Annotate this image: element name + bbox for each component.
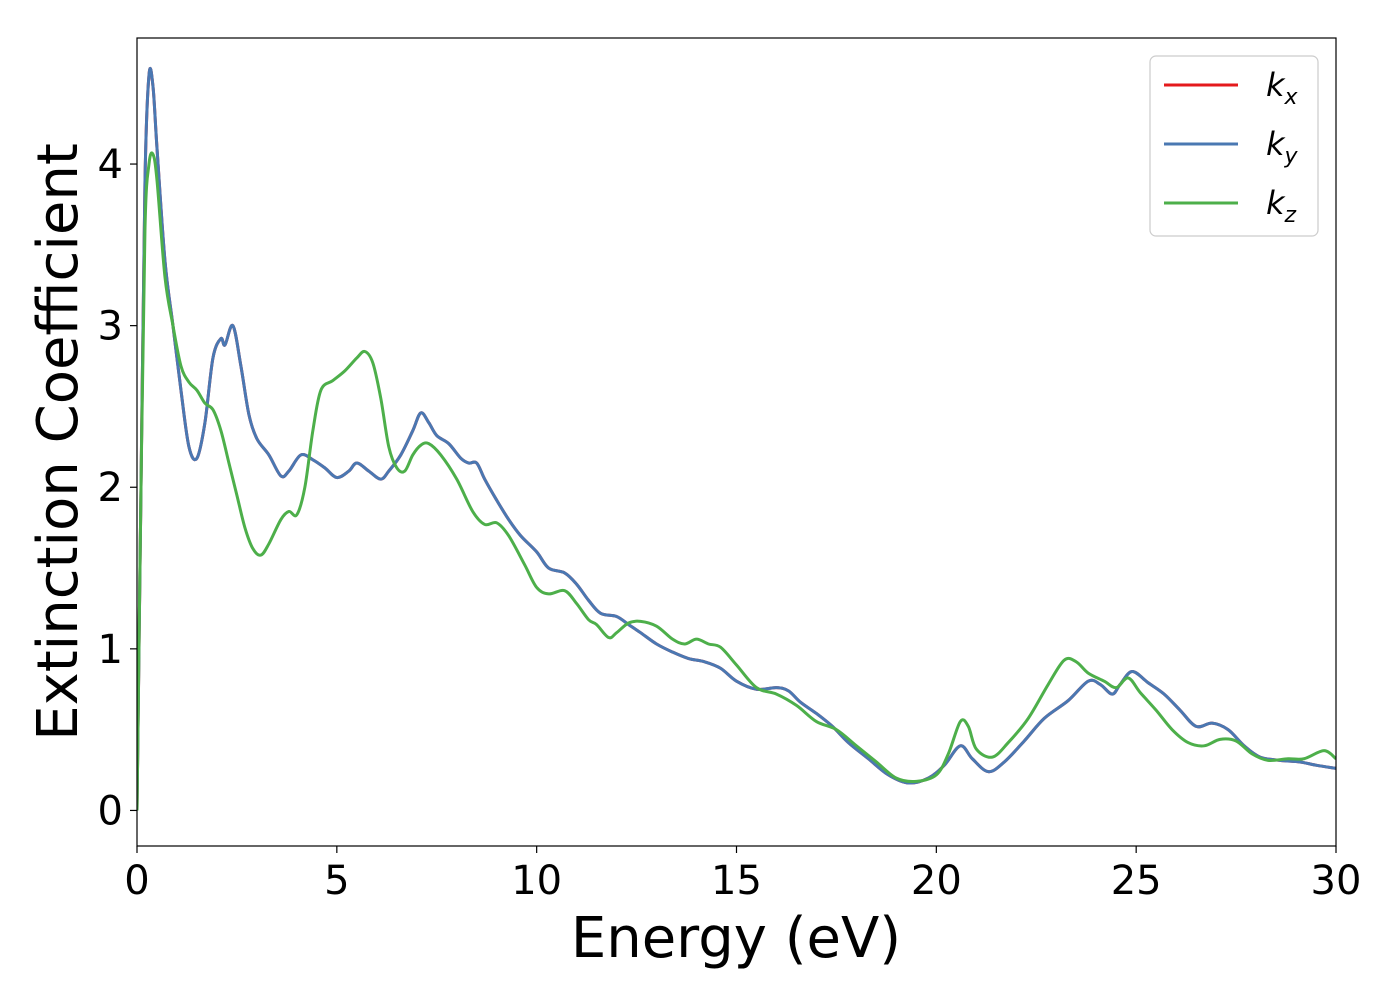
x-tick-label: 0 [124, 858, 149, 904]
x-tick-label: 15 [711, 858, 762, 904]
legend-box [1149, 55, 1319, 237]
series-line-k-y [137, 67, 1336, 811]
y-tick-label: 4 [98, 142, 123, 188]
y-axis: 0 1 2 3 4 [98, 142, 137, 834]
y-axis-title: Extinction Coefficient [26, 143, 91, 741]
series-layer [137, 67, 1336, 811]
y-tick-label: 3 [98, 304, 123, 350]
x-axis-title: Energy (eV) [571, 906, 901, 971]
y-tick-label: 0 [98, 788, 123, 834]
y-tick-label: 2 [98, 465, 123, 511]
x-tick-label: 20 [911, 858, 962, 904]
x-tick-label: 30 [1311, 858, 1362, 904]
legend-label-k-y: ky [1266, 125, 1299, 169]
x-tick-label: 10 [511, 858, 562, 904]
x-tick-label: 5 [324, 858, 349, 904]
x-axis: 0 5 10 15 20 25 30 [124, 846, 1361, 904]
y-tick-label: 1 [98, 627, 123, 673]
series-line-k-z [137, 151, 1336, 811]
x-tick-label: 25 [1111, 858, 1162, 904]
legend-label-k-x: kx [1266, 66, 1299, 110]
